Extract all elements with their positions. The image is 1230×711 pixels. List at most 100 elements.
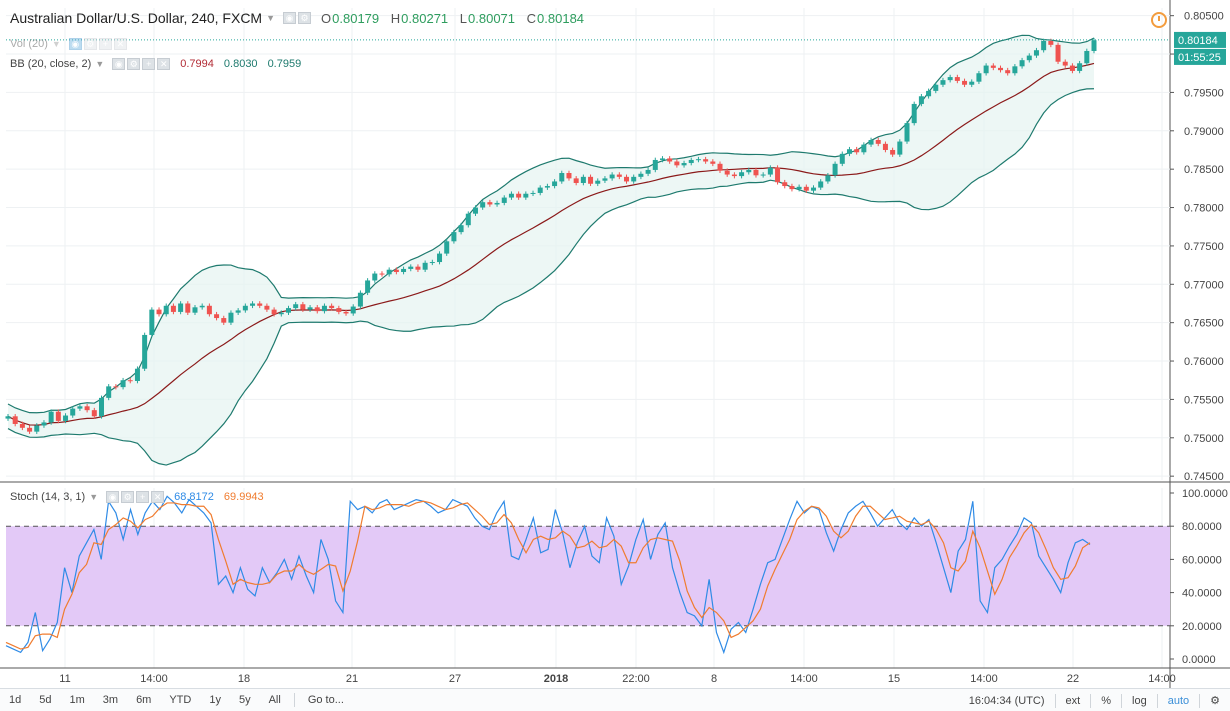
candle-body [890, 149, 896, 155]
candle-body [1041, 41, 1047, 51]
candle-body [846, 149, 852, 154]
candle-body [559, 173, 565, 182]
alarm-clock-icon[interactable] [1151, 12, 1167, 28]
volume-label[interactable]: Vol (20) [10, 38, 48, 50]
candle-body [120, 380, 126, 388]
candle-body [595, 180, 601, 184]
candle-body [1055, 44, 1061, 62]
bb-dropdown-icon[interactable]: ▼ [95, 59, 105, 69]
candle-body [278, 312, 284, 315]
close-icon[interactable]: ✕ [113, 38, 127, 50]
candle-body [609, 174, 615, 179]
close-icon[interactable]: ✕ [151, 491, 165, 503]
high-label: H [390, 10, 401, 26]
countdown-label: 01:55:25 [1178, 52, 1221, 64]
range-1d-button[interactable]: 1d [9, 694, 22, 706]
candle-body [365, 280, 371, 293]
candle-body [875, 140, 881, 144]
candle-body [710, 161, 716, 164]
candle-body [170, 305, 176, 312]
auto-toggle[interactable]: auto [1167, 694, 1190, 707]
goto-button[interactable]: Go to... [307, 694, 344, 706]
candle-body [5, 416, 11, 419]
range-6m-button[interactable]: 6m [136, 694, 152, 706]
gear-icon[interactable]: ⚙ [1210, 695, 1220, 707]
plus-icon[interactable]: + [98, 38, 112, 50]
candle-body [998, 67, 1004, 71]
candle-body [940, 80, 946, 85]
candle-body [688, 159, 694, 164]
range-5y-button[interactable]: 5y [238, 694, 251, 706]
range-all-button[interactable]: All [268, 694, 281, 706]
ext-toggle[interactable]: ext [1065, 694, 1081, 707]
candle-body [530, 192, 536, 194]
range-3m-button[interactable]: 3m [102, 694, 119, 706]
candle-body [98, 397, 104, 417]
symbol-dropdown-icon[interactable]: ▼ [266, 13, 276, 23]
candle-body [156, 309, 162, 315]
candle-body [472, 207, 478, 214]
range-ytd-button[interactable]: YTD [169, 694, 192, 706]
settings-icon[interactable]: ⚙ [83, 38, 97, 50]
eye-icon[interactable]: ◉ [112, 58, 126, 70]
candle-body [818, 181, 824, 188]
plus-icon[interactable]: + [136, 491, 150, 503]
range-1y-button[interactable]: 1y [209, 694, 221, 706]
bb-label[interactable]: BB (20, close, 2) [10, 58, 92, 70]
candle-body [329, 305, 335, 309]
plus-icon[interactable]: + [142, 58, 156, 70]
log-toggle[interactable]: log [1132, 694, 1147, 707]
time-tick-label: 8 [711, 673, 717, 685]
candle-body [789, 186, 795, 190]
candle-body [84, 406, 90, 411]
candle-body [250, 303, 256, 306]
volume-dropdown-icon[interactable]: ▼ [51, 39, 61, 49]
candle-body [1019, 60, 1025, 67]
range-5d-button[interactable]: 5d [39, 694, 52, 706]
candle-body [552, 181, 558, 187]
settings-icon[interactable]: ⚙ [127, 58, 141, 70]
candle-body [911, 103, 917, 124]
candle-body [717, 163, 723, 171]
stoch-dropdown-icon[interactable]: ▼ [89, 492, 99, 502]
candle-body [516, 193, 522, 198]
candle-body [580, 176, 586, 183]
divider [1121, 693, 1123, 708]
candle-body [379, 273, 385, 275]
candle-body [221, 318, 227, 323]
eye-icon[interactable]: ◉ [283, 12, 297, 24]
eye-icon[interactable]: ◉ [68, 38, 82, 50]
percent-toggle[interactable]: % [1101, 694, 1112, 707]
candle-body [106, 386, 112, 398]
candle-body [933, 84, 939, 91]
low-label: L [459, 10, 468, 26]
candle-body [796, 186, 802, 190]
candle-body [667, 158, 673, 162]
candle-body [336, 308, 342, 312]
candle-body [271, 309, 277, 315]
candle-body [695, 159, 701, 161]
candle-body [163, 305, 169, 315]
candle-body [350, 306, 356, 314]
close-icon[interactable]: ✕ [157, 58, 171, 70]
settings-icon[interactable]: ⚙ [298, 12, 312, 24]
time-tick-label: 14:00 [970, 673, 998, 685]
candle-body [178, 303, 184, 312]
price-tick-label: 0.77000 [1184, 279, 1224, 291]
candle-body [214, 314, 220, 319]
settings-icon[interactable]: ⚙ [121, 491, 135, 503]
symbol-legend: Australian Dollar/U.S. Dollar, 240, FXCM… [10, 10, 592, 26]
candle-body [357, 292, 363, 307]
range-1m-button[interactable]: 1m [69, 694, 85, 706]
candle-body [264, 305, 270, 310]
stoch-label[interactable]: Stoch (14, 3, 1) [10, 491, 86, 503]
volume-legend: Vol (20) ▼ ◉ ⚙ + ✕ [10, 38, 127, 50]
close-label: C [526, 10, 537, 26]
eye-icon[interactable]: ◉ [106, 491, 120, 503]
symbol-title[interactable]: Australian Dollar/U.S. Dollar, 240, FXCM [10, 10, 263, 26]
utc-clock[interactable]: 16:04:34 (UTC) [968, 694, 1045, 707]
price-tick-label: 0.78500 [1184, 164, 1224, 176]
price-tick-label: 0.76000 [1184, 356, 1224, 368]
candle-body [947, 77, 953, 81]
